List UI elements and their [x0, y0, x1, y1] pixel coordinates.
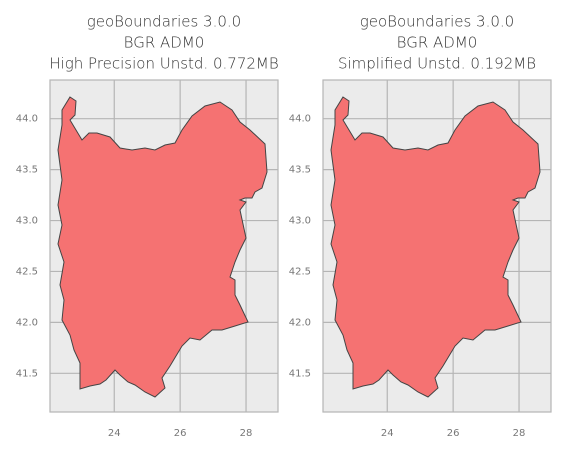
y-tick-label: 43.5 — [16, 165, 38, 176]
y-tick-label: 43.0 — [289, 216, 311, 227]
y-tick-label: 42.5 — [16, 266, 38, 277]
y-tick-label: 42.5 — [289, 266, 311, 277]
x-tick-label: 28 — [513, 428, 526, 439]
panel-title: Simplified Unstd. 0.192MB — [338, 55, 536, 73]
y-tick-label: 42.0 — [16, 317, 38, 328]
y-tick-label: 41.5 — [289, 368, 311, 379]
panel-title: High Precision Unstd. 0.772MB — [49, 55, 278, 73]
panel-title: BGR ADM0 — [397, 34, 478, 52]
y-tick-label: 44.0 — [16, 114, 38, 125]
x-tick-label: 26 — [174, 428, 187, 439]
y-tick-label: 42.0 — [289, 317, 311, 328]
y-tick-label: 44.0 — [289, 114, 311, 125]
panel-title: geoBoundaries 3.0.0 — [87, 13, 241, 31]
x-tick-label: 24 — [108, 428, 121, 439]
panel-title: BGR ADM0 — [124, 34, 205, 52]
panel-title: geoBoundaries 3.0.0 — [360, 13, 514, 31]
y-tick-label: 43.5 — [289, 165, 311, 176]
x-tick-label: 26 — [447, 428, 460, 439]
x-tick-label: 28 — [240, 428, 253, 439]
y-tick-label: 41.5 — [16, 368, 38, 379]
x-tick-label: 24 — [381, 428, 394, 439]
y-tick-label: 43.0 — [16, 216, 38, 227]
